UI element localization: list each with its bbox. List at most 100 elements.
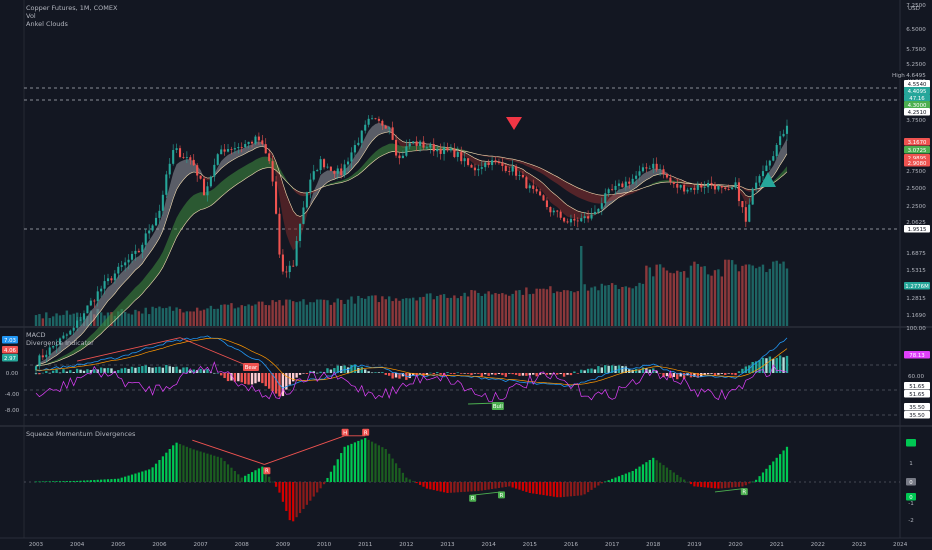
macd-right-tag: 51.65 [909, 384, 924, 390]
squeeze-bar [456, 482, 459, 493]
candle-body [381, 120, 384, 126]
volume-bar [525, 287, 528, 326]
macd-histogram-bar [713, 373, 717, 376]
macd-histogram-bar [336, 365, 339, 373]
candle-body [683, 185, 686, 192]
candle-body [590, 214, 593, 219]
volume-bar [487, 291, 490, 326]
squeeze-bar [768, 465, 771, 482]
squeeze-bar [233, 471, 236, 482]
squeeze-bar [597, 482, 600, 486]
macd-histogram-bar [624, 366, 628, 373]
fast-cloud [670, 175, 736, 189]
macd-histogram-bar [55, 369, 58, 373]
volume-bar [549, 286, 552, 326]
volume-bar [123, 311, 127, 326]
squeeze-axis[interactable]: 210-1-200 [906, 439, 916, 524]
candle-body [237, 147, 240, 149]
candle-body [700, 184, 703, 188]
volume-bar [480, 295, 483, 326]
candle-body [347, 161, 350, 165]
macd-histogram-bar [477, 373, 480, 374]
squeeze-bar [86, 480, 89, 482]
candle-body [209, 176, 212, 187]
candle-body [384, 125, 387, 129]
squeeze-bar [470, 482, 473, 492]
time-tick-label: 2018 [646, 542, 661, 548]
squeeze-bar [446, 482, 449, 493]
candlesticks [34, 115, 789, 375]
squeeze-bar [106, 479, 110, 482]
time-axis[interactable]: 2003 2004 2005 2006 2007 2008 2009 2010 2011 2012… [29, 542, 908, 548]
price-tick-label: 1.5315 [906, 268, 926, 274]
macd-histogram-bar [785, 355, 789, 373]
squeeze-bar [292, 482, 295, 522]
candle-body [528, 185, 531, 189]
squeeze-bar [442, 482, 446, 493]
candle-body [480, 167, 483, 169]
squeeze-bar [309, 482, 312, 501]
candle-body [669, 177, 672, 182]
squeeze-bar [580, 482, 583, 496]
macd-histogram-bar [271, 373, 274, 392]
macd-histogram-bar [89, 369, 93, 373]
price-tag-bg [904, 159, 930, 167]
squeeze-bar [278, 482, 281, 493]
macd-histogram-bar [528, 373, 531, 376]
macd-histogram-bar [312, 371, 315, 373]
candle-body [395, 139, 398, 156]
candle-body [55, 344, 58, 347]
volume-bar [617, 289, 621, 326]
macd-histogram-bar [562, 373, 566, 377]
candle-body [189, 157, 192, 160]
macd-histogram-bar [412, 373, 415, 376]
macd-histogram-bar [147, 367, 151, 373]
squeeze-bar [772, 461, 775, 482]
volume-bar [96, 308, 99, 326]
squeeze-legend: Squeeze Momentum Divergences [26, 430, 135, 438]
macd-histogram-bar [782, 357, 785, 373]
candle-body [566, 221, 569, 223]
candle-body [422, 141, 425, 148]
macd-right-tick: 60.00 [908, 374, 924, 380]
high-value: 4.6495 [906, 73, 926, 79]
macd-histogram-bar [93, 369, 96, 373]
time-tick-label: 2015 [523, 542, 538, 548]
candle-body [96, 291, 99, 302]
macd-histogram-bar [267, 373, 271, 389]
candle-body [542, 195, 545, 201]
squeeze-bar [230, 467, 233, 482]
volume-bar [288, 299, 291, 326]
squeeze-bar [55, 481, 58, 482]
candle-body [580, 218, 583, 222]
candle-body [446, 147, 449, 151]
squeeze-bar [652, 457, 655, 482]
time-tick-label: 2010 [317, 542, 332, 548]
candle-body [727, 188, 730, 190]
candle-body [604, 193, 607, 204]
squeeze-r-label-bg [469, 494, 477, 502]
macd-histogram-bar [329, 369, 333, 373]
macd-histogram-bar [82, 370, 86, 373]
macd-histogram-bar [295, 373, 298, 378]
macd-histogram-bar [171, 366, 175, 373]
main-legend: Copper Futures, 1M, COMEX Vol Ankel Clou… [26, 4, 117, 28]
squeeze-bar [659, 462, 662, 482]
macd-axis[interactable]: 8.000.00-4.00-8.007.034.062.97100.0060.0… [2, 326, 930, 419]
squeeze-bar [322, 482, 326, 485]
volume-bar [446, 297, 449, 326]
squeeze-bar [525, 482, 528, 492]
candle-body [439, 149, 442, 154]
squeeze-bar [130, 474, 134, 482]
slow-cloud [646, 180, 715, 187]
squeeze-r-label: R [364, 430, 368, 436]
squeeze-bar [34, 481, 38, 483]
macd-histogram-bar [775, 357, 778, 373]
candle-body [264, 144, 267, 154]
candle-body [597, 208, 600, 212]
macd-histogram-bar [69, 370, 72, 373]
candle-body [511, 166, 514, 172]
macd-histogram-bar [45, 371, 48, 373]
candle-body [124, 262, 127, 266]
